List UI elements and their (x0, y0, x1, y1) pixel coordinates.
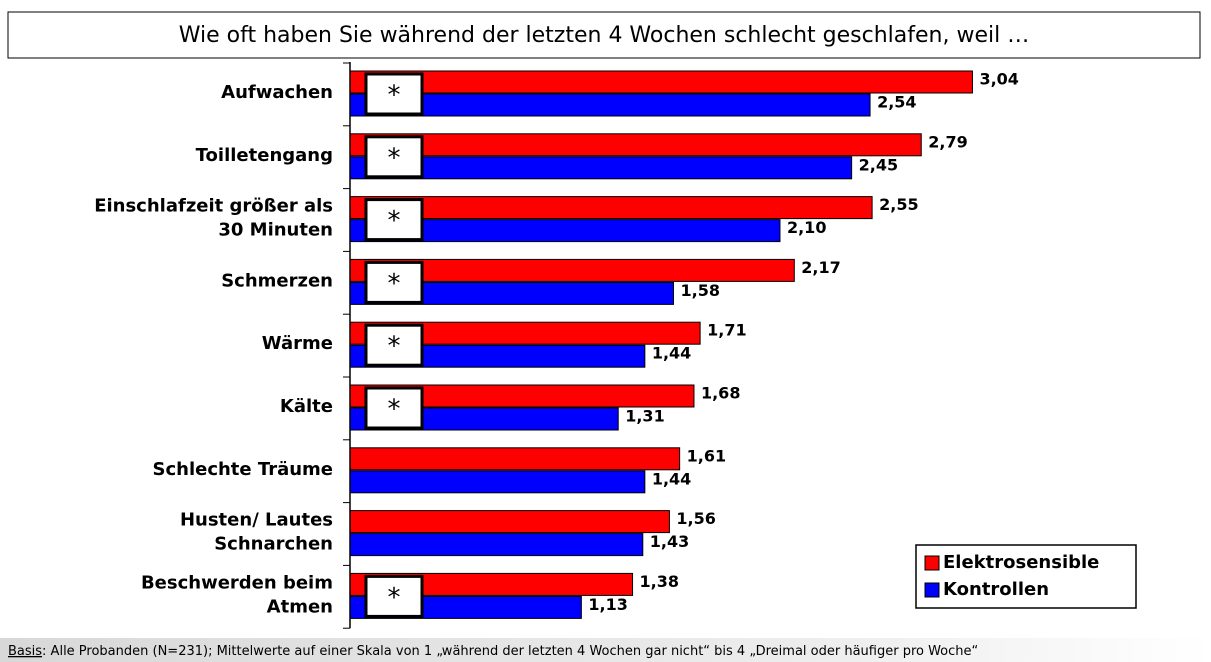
footnote-label: Basis (8, 644, 42, 659)
value-label: 1,68 (701, 384, 740, 403)
footnote: Basis: Alle Probanden (N=231); Mittelwer… (8, 644, 978, 659)
marker: * (388, 143, 401, 173)
value-label: 1,43 (650, 532, 689, 551)
value-label: 1,56 (676, 509, 715, 528)
bar (349, 156, 853, 180)
value-label: 1,71 (707, 321, 746, 340)
marker-box (364, 574, 424, 618)
title-box (7, 11, 1201, 59)
category-label: Schmerzen (221, 270, 333, 291)
value-label: 1,44 (652, 344, 691, 363)
bar (349, 447, 681, 471)
legend-swatch (924, 555, 940, 571)
bar (349, 196, 873, 220)
marker: * (388, 269, 401, 299)
legend-swatch (924, 582, 940, 598)
bar (349, 133, 922, 157)
value-label: 2,54 (877, 93, 916, 112)
marker: * (388, 583, 401, 613)
marker-box (364, 260, 424, 304)
marker-box (364, 135, 424, 179)
bar (349, 70, 973, 94)
category-label: Husten/ Lautes Schnarchen (180, 510, 333, 555)
chart-title: Wie oft haben Sie während der letzten 4 … (179, 23, 1029, 48)
footnote-bar (0, 638, 1211, 662)
marker: * (388, 395, 401, 425)
marker-box (364, 386, 424, 430)
marker-box (364, 72, 424, 116)
bar (349, 93, 871, 117)
value-label: 3,04 (979, 70, 1018, 89)
value-label: 1,58 (681, 281, 720, 300)
value-label: 2,45 (859, 155, 898, 174)
marker: * (388, 206, 401, 236)
bar (349, 533, 644, 557)
value-label: 2,17 (801, 258, 840, 277)
category-label: Einschlafzeit größer als 30 Minuten (94, 196, 333, 241)
legend-label: Kontrollen (943, 579, 1049, 600)
value-label: 2,10 (787, 218, 826, 237)
category-label: Wärme (262, 333, 333, 354)
value-label: 2,55 (879, 195, 918, 214)
footnote-text: : Alle Probanden (N=231); Mittelwerte au… (42, 644, 978, 659)
value-label: 2,79 (928, 132, 967, 151)
marker: * (388, 81, 401, 111)
category-label: Kälte (280, 396, 333, 417)
value-label: 1,31 (625, 407, 664, 426)
marker: * (388, 332, 401, 362)
category-label: Toilletengang (196, 145, 333, 166)
value-label: 1,44 (652, 469, 691, 488)
category-label: Beschwerden beim Atmen (141, 572, 333, 617)
marker-box (364, 198, 424, 242)
value-label: 1,61 (687, 446, 726, 465)
legend-box (915, 544, 1137, 609)
bar (349, 510, 670, 534)
category-label: Aufwachen (221, 82, 333, 103)
marker-box (364, 323, 424, 367)
legend-label: Elektrosensible (943, 552, 1099, 573)
category-label: Schlechte Träume (153, 459, 334, 480)
value-label: 1,13 (588, 595, 627, 614)
bar (349, 470, 646, 494)
value-label: 1,38 (640, 572, 679, 591)
